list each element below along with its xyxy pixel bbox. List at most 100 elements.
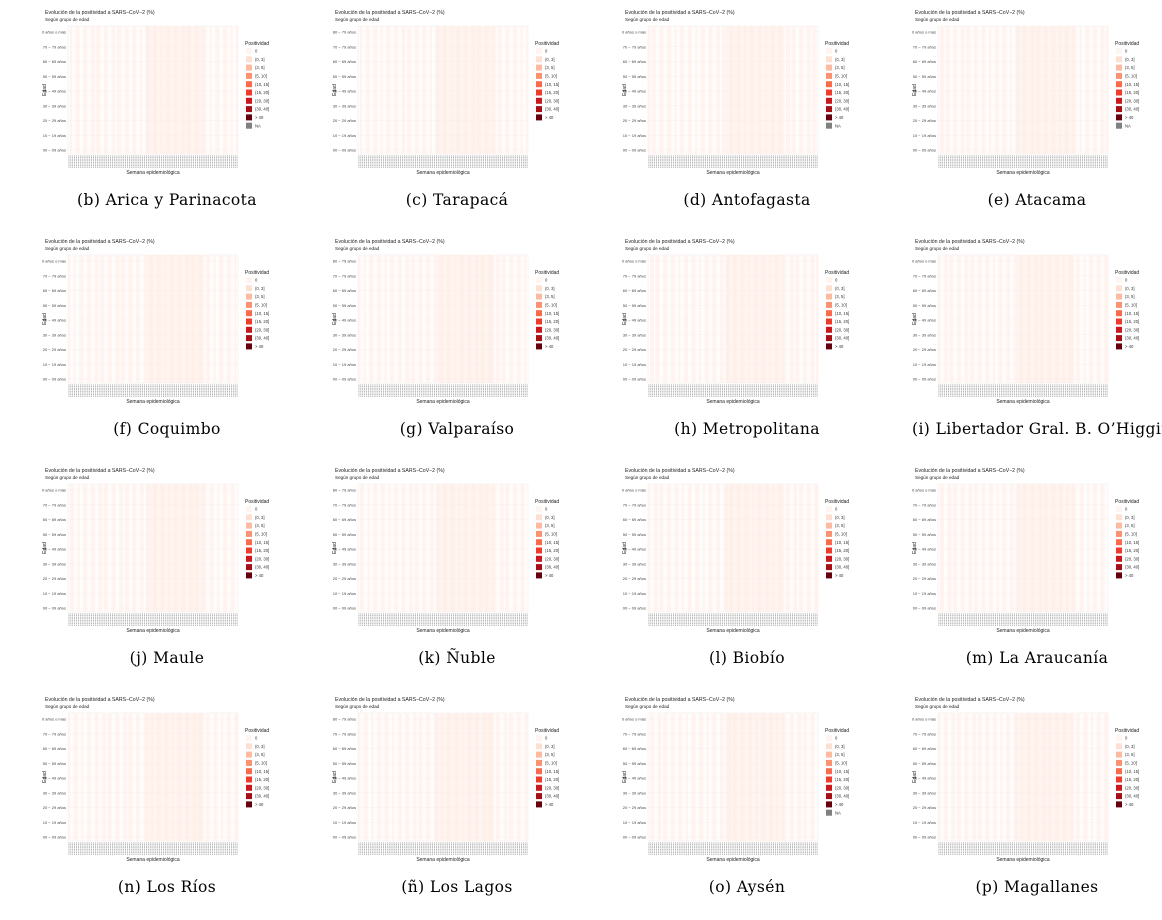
heatmap-week-column: [161, 713, 163, 841]
heatmap-week-column: [1008, 713, 1010, 841]
heatmap-week-column: [367, 26, 369, 154]
caption-region-name: Tarapacá: [433, 191, 508, 209]
heatmap-week-column: [147, 484, 149, 612]
y-tick-label: 20 − 29 años: [333, 576, 356, 581]
heatmap-week-column: [430, 484, 432, 612]
heatmap-week-column: [456, 484, 458, 612]
heatmap-week-column: [1029, 26, 1031, 154]
heatmap-week-column: [759, 713, 761, 841]
legend-label: (10, 15]: [255, 311, 269, 316]
heatmap-week-column: [515, 26, 517, 154]
heatmap-week-column: [1055, 713, 1057, 841]
heatmap-week-column: [1042, 255, 1044, 383]
x-axis-label: Semana epidemiológica: [126, 857, 180, 863]
y-tick-label: 70 − 79 años: [623, 44, 646, 49]
legend-label: (5, 10]: [255, 303, 267, 308]
legend-label: (10, 15]: [835, 311, 849, 316]
heatmap-week-column: [113, 26, 115, 154]
heatmap-week-column: [957, 713, 959, 841]
legend-title: Positividad: [825, 41, 849, 47]
heatmap-week-column: [458, 713, 460, 841]
heatmap-week-column: [759, 484, 761, 612]
legend-swatch: [246, 327, 252, 333]
legend-label: 0: [255, 507, 258, 512]
heatmap-week-column: [797, 713, 799, 841]
heatmap-week-column: [652, 255, 654, 383]
heatmap-week-column: [452, 255, 454, 383]
heatmap-week-column: [162, 713, 164, 841]
heatmap-week-column: [769, 713, 771, 841]
y-axis-label: Edad: [42, 313, 48, 325]
heatmap-week-column: [657, 713, 659, 841]
caption-letter: (i): [912, 420, 930, 438]
heatmap-week-column: [110, 713, 112, 841]
legend-swatch: [826, 73, 832, 79]
legend-title: Positividad: [825, 728, 849, 734]
heatmap-week-column: [793, 26, 795, 154]
heatmap-week-column: [422, 26, 424, 154]
heatmap-week-column: [799, 26, 801, 154]
x-axis-label: Semana epidemiológica: [126, 170, 180, 176]
heatmap-week-column: [517, 255, 519, 383]
y-tick-label: 30 − 39 años: [913, 332, 936, 337]
y-tick-label: 60 − 69 años: [333, 59, 356, 64]
heatmap-week-column: [693, 255, 695, 383]
chart-subtitle: Según grupo de edad: [45, 475, 90, 480]
heatmap-week-column: [792, 26, 794, 154]
heatmap-week-column: [151, 255, 153, 383]
heatmap-week-column: [961, 26, 963, 154]
heatmap-week-column: [1057, 713, 1059, 841]
heatmap-week-column: [752, 713, 754, 841]
heatmap-week-column: [725, 484, 727, 612]
heatmap-week-column: [959, 255, 961, 383]
heatmap-week-column: [756, 484, 758, 612]
heatmap-week-column: [206, 713, 208, 841]
heatmap-chart: Evolución de la positividad a SARS−CoV−2…: [332, 235, 582, 410]
legend-swatch: [246, 768, 252, 774]
heatmap-chart: Evolución de la positividad a SARS−CoV−2…: [42, 693, 292, 868]
heatmap-week-column: [812, 713, 814, 841]
heatmap-week-column: [782, 713, 784, 841]
heatmap-week-column: [428, 713, 430, 841]
y-tick-label: 50 − 59 años: [913, 761, 936, 766]
heatmap-week-column: [452, 484, 454, 612]
heatmap-week-column: [1019, 26, 1021, 154]
y-tick-label: 50 − 59 años: [333, 303, 356, 308]
legend-swatch: [536, 310, 542, 316]
heatmap-week-column: [208, 713, 210, 841]
legend-label: (30, 40]: [835, 107, 849, 112]
heatmap-week-column: [456, 26, 458, 154]
caption-letter: (f): [113, 420, 132, 438]
legend-title: Positividad: [535, 728, 559, 734]
legend-label: (5, 10]: [1125, 532, 1137, 537]
heatmap-week-column: [526, 26, 528, 154]
legend-label: (5, 10]: [255, 74, 267, 79]
legend-label: (20, 30]: [255, 98, 269, 103]
heatmap-week-column: [784, 713, 786, 841]
heatmap-week-column: [1021, 255, 1023, 383]
y-axis-label: Edad: [332, 313, 338, 325]
heatmap-week-column: [693, 713, 695, 841]
heatmap-week-column: [511, 713, 513, 841]
heatmap-week-column: [492, 484, 494, 612]
heatmap-week-column: [102, 713, 104, 841]
heatmap-week-column: [1068, 713, 1070, 841]
heatmap-week-column: [181, 484, 183, 612]
legend-label: (0, 3]: [545, 744, 555, 749]
panel-caption: (i) Libertador Gral. B. O’Higgins: [912, 420, 1162, 438]
heatmap-week-column: [1038, 26, 1040, 154]
heatmap-week-column: [949, 255, 951, 383]
legend-swatch: [1116, 294, 1122, 300]
heatmap-week-column: [1072, 484, 1074, 612]
heatmap-week-column: [752, 255, 754, 383]
heatmap-week-column: [989, 26, 991, 154]
heatmap-week-column: [1095, 484, 1097, 612]
y-axis-label: Edad: [912, 313, 918, 325]
heatmap-week-column: [805, 255, 807, 383]
heatmap-week-column: [1046, 26, 1048, 154]
heatmap-week-column: [475, 484, 477, 612]
y-tick-label: 10 − 19 años: [43, 591, 66, 596]
y-axis-label: Edad: [332, 542, 338, 554]
legend-title: Positividad: [535, 499, 559, 505]
heatmap-week-column: [198, 255, 200, 383]
